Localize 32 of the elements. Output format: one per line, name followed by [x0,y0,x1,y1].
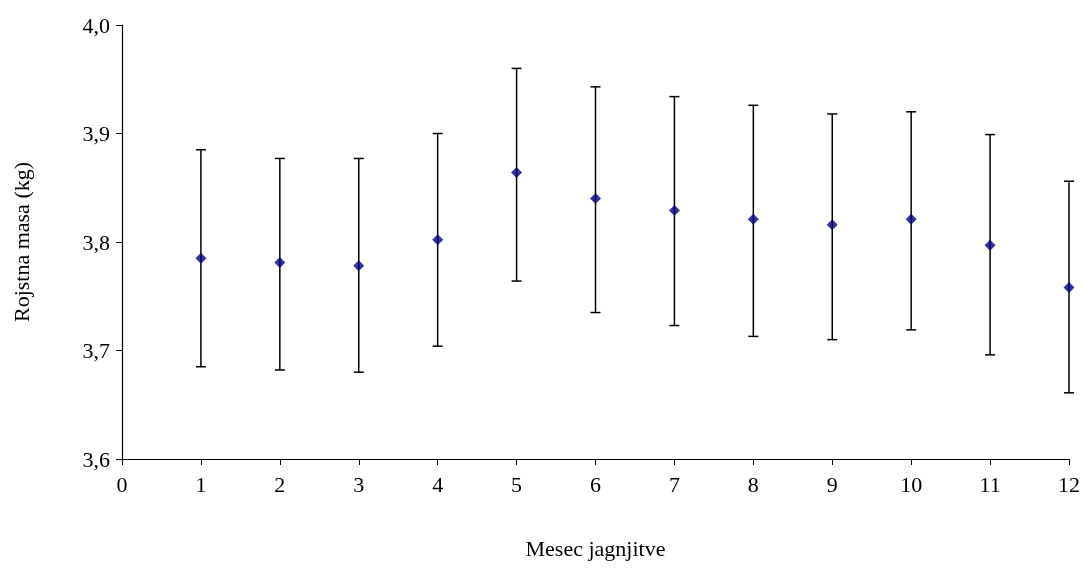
point [195,252,207,264]
x-tick-label: 0 [116,471,128,497]
point [668,205,680,217]
point [1063,282,1075,294]
y-tick-label: 4,0 [82,12,110,38]
x-tick-label: 6 [590,471,601,497]
point [511,167,523,179]
x-tick-label: 7 [668,471,680,497]
y-tick-label: 3,9 [82,121,110,146]
point [905,213,917,225]
x-tick-label: 4 [432,471,444,497]
y-tick-label: 3,6 [82,446,110,472]
point [353,260,365,272]
y-tick-label: 3,8 [82,229,110,255]
x-tick-label: 2 [274,471,286,497]
x-tick-label: 11 [979,471,1001,497]
x-tick-label: 12 [1058,471,1080,497]
x-tick-label: 5 [511,471,523,497]
point [826,219,838,231]
x-tick-label: 1 [195,471,207,497]
x-tick-label: 3 [353,471,365,497]
x-tick-label: 9 [826,471,838,497]
point [984,239,996,251]
x-tick-label: 10 [900,471,923,497]
point [432,234,444,246]
point [274,257,286,269]
x-tick-label: 8 [747,471,759,497]
y-tick-label: 3,7 [82,338,110,363]
point [590,193,601,205]
x-axis-title: Mesec jagnjitve [525,535,666,561]
y-axis-title: Rojstna masa (kg) [8,161,34,323]
point [747,213,759,225]
